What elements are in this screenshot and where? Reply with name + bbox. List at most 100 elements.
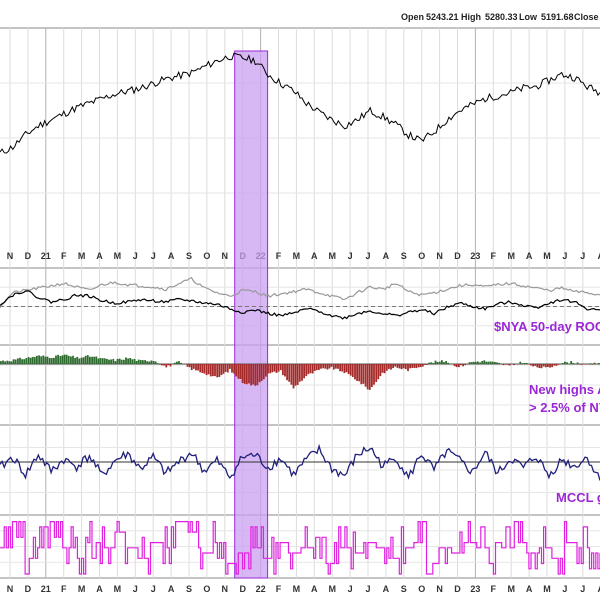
x-tick-label: J [580, 584, 585, 594]
histogram-bar [275, 364, 278, 373]
x-tick-label: 21 [41, 584, 51, 594]
histogram-bar [413, 364, 416, 368]
histogram-bar [322, 364, 325, 369]
histogram-bar [250, 364, 252, 386]
histogram-bar [360, 364, 363, 385]
mccl-line [0, 443, 600, 481]
x-tick-label: D [25, 251, 32, 261]
histogram-bar [57, 354, 59, 364]
histogram-bar [494, 362, 496, 364]
histogram-bar [445, 361, 447, 364]
x-tick-label: M [78, 584, 86, 594]
histogram-bar [267, 364, 269, 374]
histogram-bar [354, 364, 356, 380]
histogram-bar [324, 364, 327, 369]
histogram-bar [597, 363, 600, 364]
histogram-bar [298, 364, 301, 382]
histogram-bar [42, 355, 45, 364]
histogram-bar [176, 361, 178, 364]
histogram-bar [123, 359, 125, 364]
histogram-bar [479, 362, 481, 364]
roc-gray-line [0, 276, 600, 309]
histogram-bar [460, 364, 462, 366]
histogram-bar [564, 361, 566, 364]
histogram-bar [48, 358, 51, 364]
histogram-bar [148, 361, 151, 364]
x-tick-label: O [203, 251, 210, 261]
histogram-bar [133, 358, 136, 364]
x-tick-label: D [454, 584, 461, 594]
histogram-bar [534, 364, 537, 366]
histogram-bar [496, 362, 498, 364]
histogram-bar [265, 364, 267, 377]
histogram-bar [557, 364, 560, 365]
x-tick-label: S [401, 584, 407, 594]
histogram-bar [502, 364, 505, 366]
x-tick-label: F [276, 584, 282, 594]
histogram-bar [258, 364, 261, 383]
histogram-bar [326, 364, 329, 370]
histogram-bar [491, 361, 494, 364]
histogram-bar [159, 364, 161, 365]
new-highs-label-line1: New highs A [529, 382, 600, 397]
histogram-bar [540, 364, 543, 369]
histogram-bar [237, 364, 240, 379]
x-tick-label: S [186, 251, 192, 261]
histogram-bar [332, 364, 335, 370]
histogram-bar [224, 364, 227, 372]
x-tick-label: N [436, 584, 443, 594]
histogram-bar [226, 364, 229, 373]
histogram-bar [154, 361, 157, 364]
histogram-bar [307, 364, 310, 375]
histogram-bar [589, 363, 592, 364]
histogram-bar [256, 364, 259, 386]
histogram-bar [388, 364, 390, 369]
histogram-bar [23, 359, 26, 364]
histogram-bar [205, 364, 208, 376]
x-tick-label: O [203, 584, 210, 594]
histogram-bar [180, 362, 182, 364]
histogram-bar [483, 360, 486, 364]
price-line [0, 52, 600, 154]
histogram-bar [86, 355, 89, 364]
histogram-bar [139, 360, 142, 364]
histogram-bar [0, 361, 2, 364]
x-tick-label: A [168, 251, 175, 261]
histogram-bar [426, 364, 428, 365]
histogram-bar [125, 357, 127, 364]
histogram-bar [199, 364, 202, 373]
x-tick-label: F [276, 251, 282, 261]
x-tick-label: J [151, 584, 156, 594]
histogram-bar [455, 364, 458, 368]
histogram-bar [578, 364, 581, 365]
histogram-bar [381, 364, 384, 373]
x-tick-label: O [418, 251, 425, 261]
x-tick-label: F [491, 251, 497, 261]
histogram-bar [358, 364, 361, 382]
histogram-bar [570, 361, 573, 364]
histogram-bar [481, 361, 484, 364]
histogram-bar [197, 364, 199, 371]
histogram-bar [135, 361, 138, 364]
histogram-bar [271, 364, 274, 373]
histogram-bar [114, 361, 117, 364]
histogram-bar [441, 360, 443, 364]
x-tick-label: A [311, 584, 318, 594]
histogram-bar [576, 362, 579, 364]
histogram-bar [315, 364, 318, 371]
histogram-bar [218, 364, 221, 377]
histogram-bar [574, 363, 577, 364]
histogram-bar [152, 361, 155, 364]
x-tick-label: A [96, 251, 103, 261]
histogram-bar [80, 357, 83, 364]
x-tick-label: M [78, 251, 86, 261]
histogram-bar [294, 364, 297, 386]
x-tick-label: N [222, 251, 229, 261]
histogram-bar [470, 362, 473, 364]
histogram-bar [284, 364, 286, 377]
histogram-bar [38, 355, 40, 364]
histogram-bar [163, 364, 166, 366]
roc-black-line [0, 290, 600, 320]
histogram-bar [67, 355, 70, 364]
